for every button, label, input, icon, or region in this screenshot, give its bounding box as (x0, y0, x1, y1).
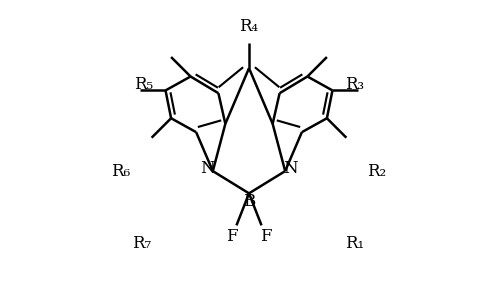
Text: B: B (243, 193, 255, 210)
Text: R₂: R₂ (368, 163, 386, 180)
Text: R₇: R₇ (132, 235, 151, 252)
Text: R₄: R₄ (240, 18, 258, 35)
Text: R₆: R₆ (112, 163, 130, 180)
Text: R₁: R₁ (345, 235, 364, 252)
Text: R₃: R₃ (345, 76, 364, 93)
Text: N: N (201, 160, 215, 177)
Text: N: N (283, 160, 297, 177)
Text: F: F (260, 228, 271, 245)
Text: R₅: R₅ (134, 76, 153, 93)
Text: F: F (227, 228, 238, 245)
